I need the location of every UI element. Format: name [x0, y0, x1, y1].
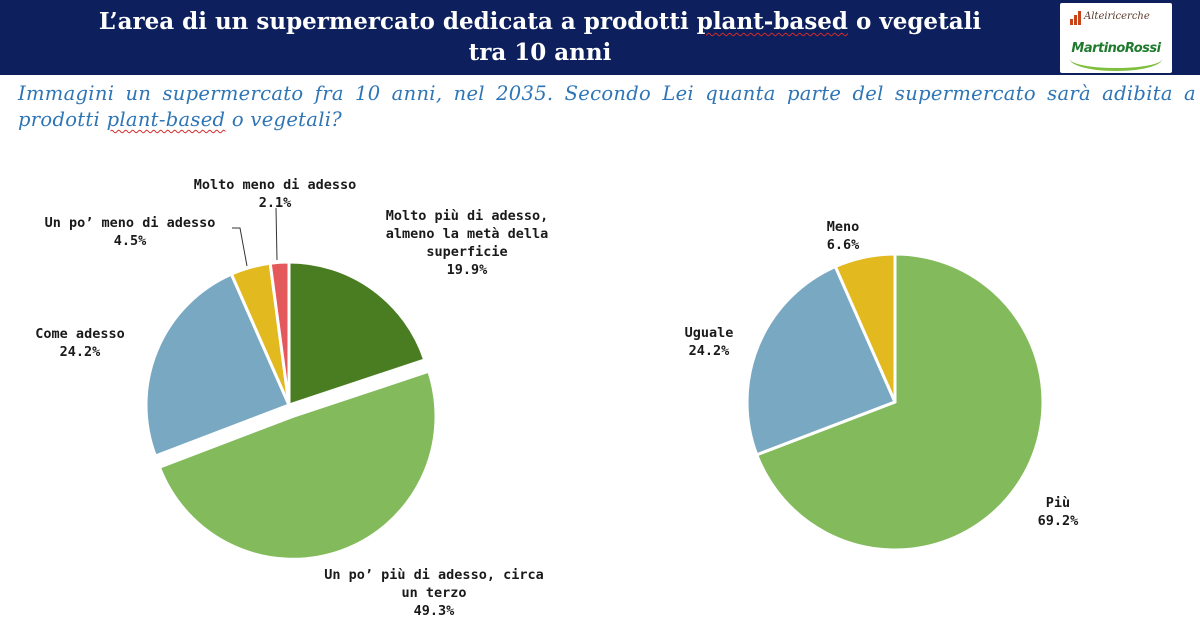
pie-slice-piu	[755, 252, 1045, 552]
logo-main-text: MartinoRossi	[1071, 41, 1161, 56]
leader-line-un-po-meno-di-adesso	[232, 227, 248, 267]
title-line-1: L’area di un supermercato dedicata a pro…	[60, 6, 1020, 37]
logo-arc	[1070, 56, 1162, 71]
header-bar: L’area di un supermercato dedicata a pro…	[0, 0, 1200, 75]
data-label-un-po-piu-di-adesso-circa-un-terzo: Un po’ più di adesso, circa un terzo 49.3%	[324, 567, 543, 619]
data-label-molto-piu-di-adesso-almeno-la-meta-della-superficie: Molto più di adesso, almeno la metà della…	[386, 208, 549, 278]
pie-slice-uguale	[745, 265, 897, 457]
logo-top-text: Alteiricerche	[1084, 11, 1150, 22]
logo: Alteiricerche MartinoRossi	[1060, 3, 1172, 73]
data-label-piu: Più 69.2%	[1038, 495, 1080, 529]
title-line-2: tra 10 anni	[468, 39, 612, 66]
pie-chart-1: Molto più di adesso, almeno la metà della…	[35, 177, 548, 619]
question-part-2: plant-based	[106, 108, 226, 131]
data-label-meno: Meno 6.6%	[827, 219, 860, 253]
question-part-3: o vegetali?	[225, 108, 343, 131]
data-label-come-adesso: Come adesso 24.2%	[35, 326, 124, 360]
pie-slice-meno	[833, 252, 897, 404]
pie-slice-molto-piu-di-adesso-almeno-la-meta-della-superficie	[287, 260, 427, 407]
question-part-1: Immagini un supermercato fra 10 anni, ne…	[18, 82, 1196, 131]
pie-charts: Molto più di adesso, almeno la metà della…	[35, 177, 1080, 619]
pie-slice-un-po-piu-di-adesso-circa-un-terzo	[157, 369, 438, 561]
data-label-un-po-meno-di-adesso: Un po’ meno di adesso 4.5%	[45, 215, 216, 249]
data-label-molto-meno-di-adesso: Molto meno di adesso 2.1%	[194, 177, 357, 211]
pie-slice-molto-meno-di-adesso	[268, 260, 291, 407]
title-line-1-a: L’area di un supermercato dedicata a pro…	[98, 8, 697, 35]
title-line-1-c: o vegetali	[848, 8, 982, 35]
logo-top: Alteiricerche	[1070, 9, 1166, 29]
bar-chart-icon	[1070, 11, 1082, 25]
charts-area: Molto più di adesso, almeno la metà della…	[0, 140, 1200, 627]
title-line-1-b: plant-based	[696, 8, 848, 35]
leader-line-molto-meno-di-adesso	[275, 207, 278, 261]
pie-chart-2: Più 69.2% Uguale 24.2% Meno 6.6%	[685, 219, 1080, 552]
question-text: Immagini un supermercato fra 10 anni, ne…	[18, 81, 1196, 133]
data-label-uguale: Uguale 24.2%	[685, 325, 734, 359]
pie-slice-come-adesso	[144, 272, 291, 458]
page-title: L’area di un supermercato dedicata a pro…	[60, 6, 1020, 68]
